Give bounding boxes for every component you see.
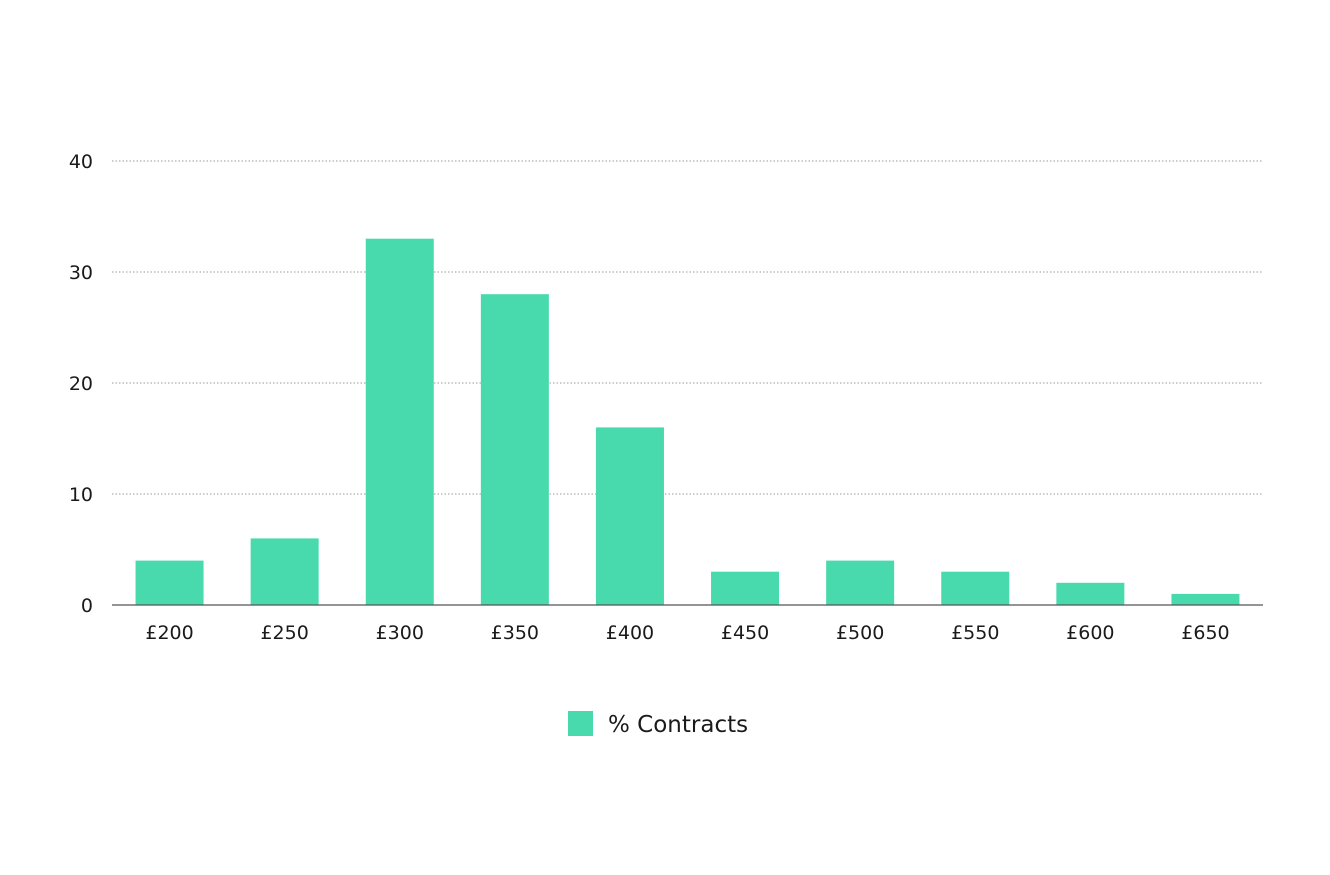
- bar: [941, 571, 1010, 605]
- x-tick-label: £450: [721, 622, 769, 644]
- bar: [826, 560, 895, 605]
- legend: % Contracts: [568, 711, 748, 738]
- bar: [480, 294, 549, 605]
- x-tick-label: £300: [376, 622, 424, 644]
- x-tick-label: £650: [1181, 622, 1229, 644]
- gridlines: [112, 160, 1263, 495]
- y-tick-label: 40: [69, 151, 93, 173]
- x-tick-label: £550: [951, 622, 999, 644]
- x-axis-tick-labels: £200 £250 £300 £350 £400 £450 £500 £550 £600 £650: [145, 622, 1229, 644]
- x-tick-label: £400: [606, 622, 654, 644]
- y-axis-tick-labels: 0 10 20 30 40: [69, 151, 93, 617]
- y-tick-label: 30: [69, 262, 93, 284]
- bar: [711, 571, 780, 605]
- x-tick-label: £500: [836, 622, 884, 644]
- bar: [1056, 582, 1125, 605]
- bars: [135, 238, 1240, 605]
- x-tick-label: £350: [491, 622, 539, 644]
- y-tick-label: 20: [69, 373, 93, 395]
- bar: [1171, 593, 1240, 605]
- y-tick-label: 10: [69, 484, 93, 506]
- x-tick-label: £200: [145, 622, 193, 644]
- legend-label-contracts: % Contracts: [608, 712, 748, 738]
- legend-swatch-contracts: [568, 711, 593, 736]
- bar: [365, 238, 434, 605]
- y-tick-label: 0: [81, 595, 93, 617]
- x-tick-label: £250: [260, 622, 308, 644]
- bar: [595, 427, 664, 605]
- bar: [135, 560, 204, 605]
- x-tick-label: £600: [1066, 622, 1114, 644]
- bar: [250, 538, 319, 605]
